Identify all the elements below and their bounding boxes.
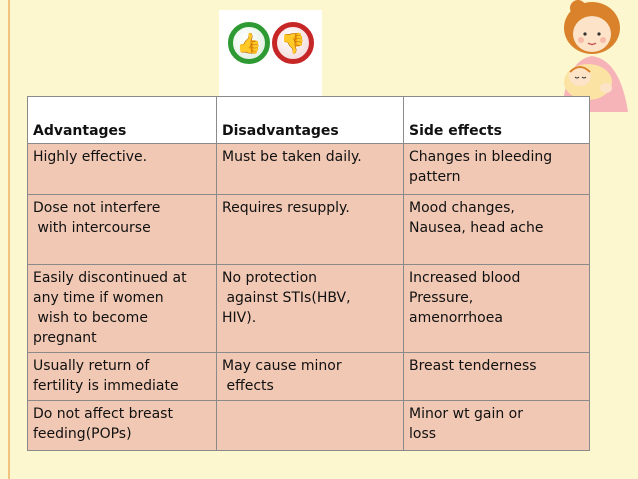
- table-cell: Changes in bleeding pattern: [403, 143, 590, 195]
- table-cell: Increased blood Pressure, amenorrhoea: [403, 264, 590, 353]
- thumbs-up-icon: 👍: [228, 22, 270, 64]
- table-cell: Requires resupply.: [216, 194, 404, 265]
- table-cell: Dose not interfere with intercourse: [27, 194, 217, 265]
- table-row: Usually return of fertility is immediate…: [27, 352, 590, 401]
- table-cell: Breast tenderness: [403, 352, 590, 401]
- table-row: Easily discontinued at any time if women…: [27, 264, 590, 353]
- table-cell: Do not affect breast feeding(POPs): [27, 400, 217, 451]
- table-cell: Minor wt gain or loss: [403, 400, 590, 451]
- table-cell: Highly effective.: [27, 143, 217, 195]
- table-cell: Must be taken daily.: [216, 143, 404, 195]
- column-header-advantages: Advantages: [27, 96, 217, 144]
- column-header-disadvantages: Disadvantages: [216, 96, 404, 144]
- table-row: Do not affect breast feeding(POPs) Minor…: [27, 400, 590, 451]
- table-cell: Mood changes, Nausea, head ache: [403, 194, 590, 265]
- thumbs-down-icon: 👎: [272, 22, 314, 64]
- table-cell: Easily discontinued at any time if women…: [27, 264, 217, 353]
- column-header-side-effects: Side effects: [403, 96, 590, 144]
- table-cell: Usually return of fertility is immediate: [27, 352, 217, 401]
- table-row: Highly effective. Must be taken daily. C…: [27, 143, 590, 195]
- table-cell: [216, 400, 404, 451]
- comparison-table: Advantages Disadvantages Side effects Hi…: [27, 96, 590, 451]
- thumbs-icons-panel: 👍 👎: [219, 10, 322, 96]
- table-cell: May cause minor effects: [216, 352, 404, 401]
- left-border-line: [8, 0, 10, 479]
- table-row: Dose not interfere with intercourse Requ…: [27, 194, 590, 265]
- table-cell: No protection against STIs(HBV, HIV).: [216, 264, 404, 353]
- table-header-row: Advantages Disadvantages Side effects: [27, 96, 590, 144]
